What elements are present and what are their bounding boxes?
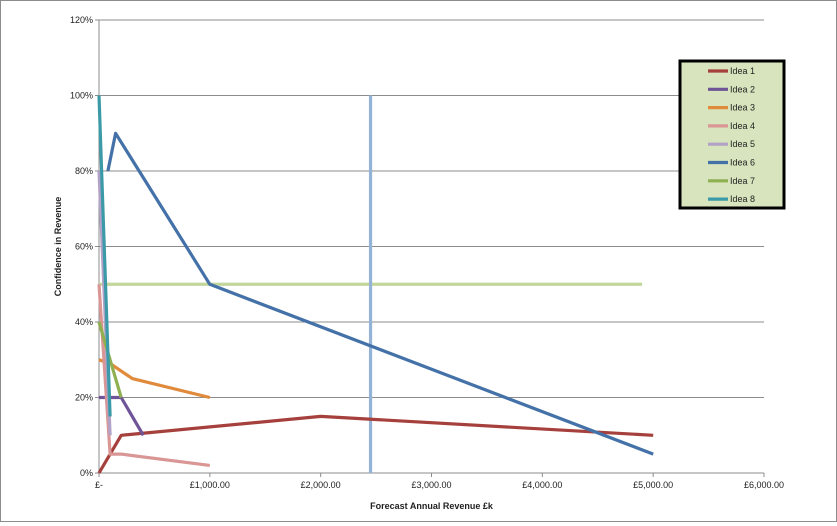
y-tick-label: 120% [70,15,93,25]
y-tick-label: 0% [80,468,93,478]
x-tick-label: £2,000.00 [301,480,341,490]
x-tick-label: £3,000.00 [411,480,451,490]
legend-label: Idea 1 [730,66,755,76]
x-tick-label: £6,000.00 [744,480,784,490]
legend-label: Idea 3 [730,103,755,113]
series-line-idea-7 [97,321,123,398]
y-axis-title: Confidence in Revenue [53,197,63,297]
y-tick-label: 60% [75,242,93,252]
legend-label: Idea 6 [730,158,755,168]
x-tick-label: £4,000.00 [522,480,562,490]
legend-label: Idea 4 [730,121,755,131]
legend-label: Idea 7 [730,176,755,186]
y-tick-label: 80% [75,166,93,176]
legend-label: Idea 5 [730,139,755,149]
series-line-idea-6 [106,131,654,456]
x-tick-label: £- [95,480,103,490]
legend-label: Idea 2 [730,84,755,94]
series-line-idea-4 [97,284,211,467]
y-tick-label: 100% [70,91,93,101]
y-tick-label: 40% [75,317,93,327]
x-tick-label: £1,000.00 [190,480,230,490]
series-line-idea-1 [97,414,654,474]
series-line-idea-8 [97,95,112,417]
y-tick-label: 20% [75,393,93,403]
x-tick-label: £5,000.00 [633,480,673,490]
x-axis-title: Forecast Annual Revenue £k [370,501,494,511]
legend-box [678,59,786,210]
legend: Idea 1 Idea 2 Idea 3 Idea 4 Idea 5 Idea 6 Idea… [678,59,786,210]
legend-label: Idea 8 [730,194,755,204]
